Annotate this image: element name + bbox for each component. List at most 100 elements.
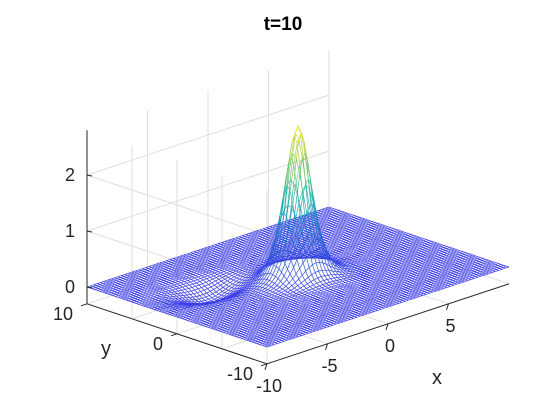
mesh-segment (420, 291, 425, 294)
mesh-segment (174, 273, 179, 276)
mesh-segment (419, 293, 424, 296)
mesh-segment (359, 302, 364, 305)
mesh-segment (317, 297, 322, 300)
mesh-segment (380, 234, 385, 237)
mesh-segment (375, 239, 380, 242)
mesh-segment (218, 248, 222, 251)
mesh-segment (297, 282, 302, 286)
mesh-segment (310, 234, 315, 236)
mesh-segment (245, 232, 250, 235)
mesh-segment (320, 216, 325, 219)
mesh-segment (450, 282, 455, 285)
mesh-segment (350, 295, 355, 298)
mesh-segment (336, 279, 341, 281)
mesh-segment (257, 333, 262, 336)
mesh-segment (261, 231, 266, 234)
mesh-segment (454, 274, 459, 277)
mesh-segment (416, 255, 420, 258)
mesh-segment (387, 245, 392, 248)
mesh-segment (308, 318, 313, 320)
mesh-segment (382, 271, 387, 274)
mesh-segment (109, 288, 113, 291)
mesh-segment (310, 307, 315, 310)
mesh-segment (459, 251, 463, 254)
mesh-segment (220, 271, 225, 274)
mesh-segment (384, 306, 389, 309)
mesh-segment (316, 212, 321, 215)
mesh-segment (273, 343, 278, 346)
mesh-segment (328, 320, 333, 322)
mesh-segment (264, 285, 269, 289)
mesh-segment (158, 292, 162, 294)
mesh-segment (476, 266, 480, 268)
mesh-segment (206, 290, 211, 294)
mesh-segment (245, 246, 250, 249)
mesh-segment (267, 311, 272, 314)
mesh-segment (396, 246, 401, 249)
mesh-segment (405, 292, 409, 295)
mesh-segment (380, 261, 385, 264)
mesh-segment (221, 254, 226, 257)
mesh-segment (227, 254, 232, 257)
mesh-segment (398, 242, 402, 245)
mesh-segment (392, 240, 397, 243)
mesh-segment (379, 298, 384, 300)
mesh-segment (159, 268, 164, 271)
mesh-segment (257, 326, 262, 329)
mesh-segment (379, 231, 384, 234)
mesh-segment (333, 321, 338, 324)
mesh-segment (400, 296, 405, 298)
mesh-segment (160, 285, 165, 288)
mesh-segment (234, 238, 239, 241)
mesh-segment (370, 290, 375, 293)
mesh-segment (431, 253, 436, 256)
mesh-segment (337, 276, 342, 278)
mesh-segment (425, 267, 430, 270)
mesh-segment (426, 272, 430, 275)
mesh-segment (451, 274, 456, 276)
mesh-segment (264, 337, 269, 340)
mesh-segment (368, 241, 373, 244)
mesh-segment (306, 315, 311, 318)
mesh-segment (380, 307, 385, 310)
mesh-segment (291, 295, 296, 298)
mesh-segment (158, 263, 163, 266)
mesh-segment (374, 236, 378, 239)
mesh-segment (368, 275, 373, 278)
mesh-segment (468, 270, 473, 273)
mesh-segment (288, 294, 293, 297)
mesh-segment (280, 322, 284, 325)
mesh-segment (450, 278, 454, 280)
mesh-segment (155, 283, 160, 286)
mesh-segment (103, 288, 107, 291)
mesh-segment (287, 338, 292, 341)
mesh-segment (388, 291, 392, 294)
mesh-segment (195, 298, 199, 300)
mesh-segment (467, 272, 472, 275)
mesh-segment (191, 285, 196, 288)
mesh-segment (452, 258, 457, 261)
mesh-segment (253, 294, 258, 297)
mesh-segment (269, 332, 274, 335)
mesh-segment (360, 314, 364, 317)
mesh-segment (292, 153, 297, 160)
mesh-segment (181, 317, 186, 320)
mesh-segment (167, 292, 172, 294)
mesh-segment (248, 327, 252, 330)
mesh-segment (243, 330, 248, 333)
mesh-segment (494, 265, 498, 268)
mesh-segment (423, 244, 428, 246)
mesh-segment (233, 260, 238, 263)
mesh-segment (404, 242, 408, 244)
mesh-segment (387, 286, 391, 289)
mesh-segment (398, 267, 403, 270)
mesh-segment (197, 322, 202, 325)
mesh-segment (458, 271, 463, 274)
mesh-segment (401, 254, 406, 257)
mesh-segment (267, 331, 271, 334)
mesh-segment (279, 303, 284, 306)
mesh-segment (394, 284, 398, 287)
mesh-segment (193, 252, 197, 254)
mesh-segment (241, 330, 245, 332)
